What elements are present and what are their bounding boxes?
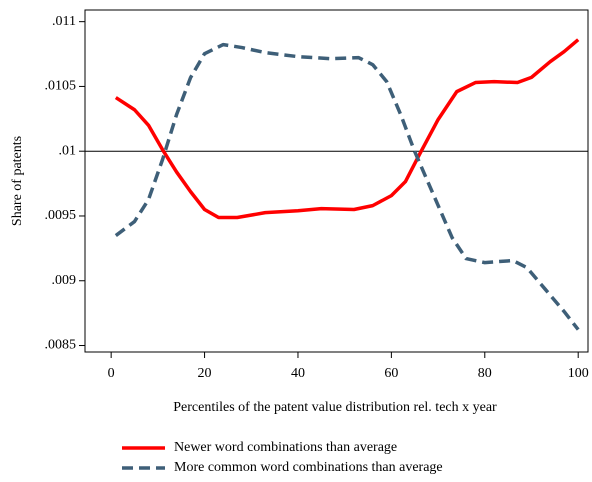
x-tick-label: 100 bbox=[568, 366, 589, 381]
x-tick-label: 20 bbox=[198, 366, 212, 381]
x-axis-label: Percentiles of the patent value distribu… bbox=[173, 400, 497, 415]
y-tick-label: .0095 bbox=[45, 208, 77, 223]
plot-frame bbox=[84, 9, 589, 353]
y-tick-label: .0085 bbox=[45, 338, 77, 353]
x-tick-label: 0 bbox=[108, 366, 115, 381]
x-tick-label: 40 bbox=[291, 366, 305, 381]
y-axis-label: Share of patents bbox=[10, 136, 25, 226]
series-line bbox=[114, 42, 580, 331]
x-tick-label: 80 bbox=[478, 366, 492, 381]
y-tick-label: .011 bbox=[52, 14, 76, 29]
legend-label: Newer word combinations than average bbox=[174, 440, 397, 455]
x-tick-label: 60 bbox=[384, 366, 398, 381]
y-tick-label: .0105 bbox=[45, 79, 77, 94]
y-tick-label: .009 bbox=[52, 273, 77, 288]
series-line bbox=[114, 38, 580, 220]
y-tick-label: .01 bbox=[59, 143, 77, 158]
legend-label: More common word combinations than avera… bbox=[174, 460, 443, 475]
